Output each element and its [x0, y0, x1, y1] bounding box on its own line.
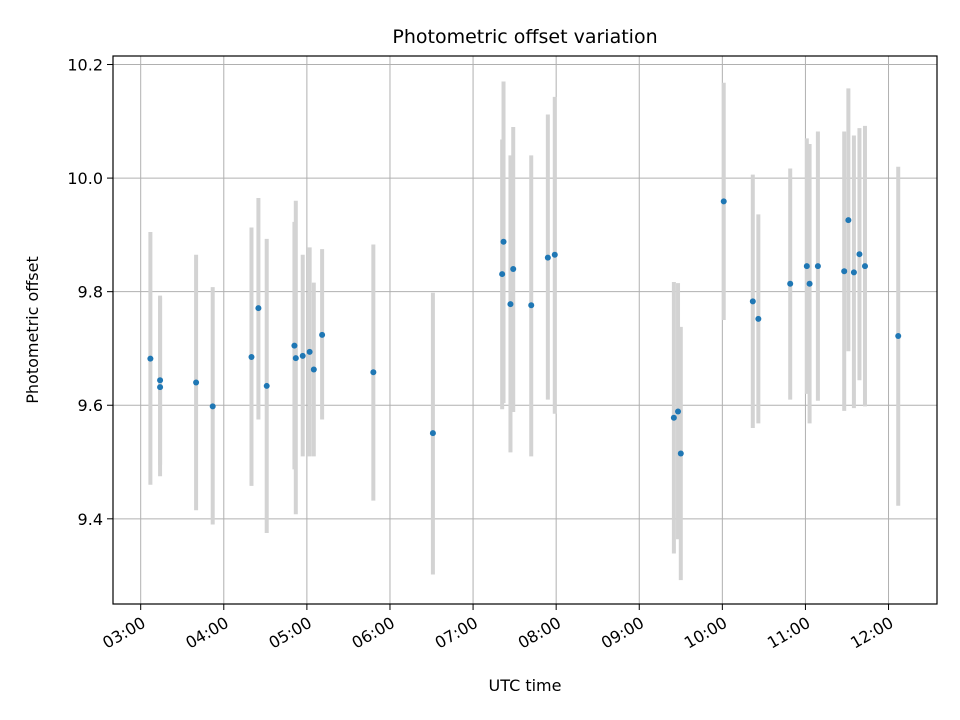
data-point [209, 403, 216, 410]
data-point [263, 382, 270, 389]
y-tick-label: 10.0 [67, 169, 103, 188]
data-points [147, 198, 902, 457]
data-point [299, 352, 306, 359]
data-point [675, 408, 682, 415]
data-point [856, 251, 863, 258]
data-point [861, 263, 868, 270]
data-point [510, 265, 517, 272]
data-point [291, 342, 298, 349]
data-point [499, 271, 506, 278]
data-point [787, 280, 794, 287]
y-axis-ticks: 9.4 9.6 9.8 10.0 10.2 [67, 56, 113, 529]
data-point [551, 251, 558, 258]
data-point [147, 355, 154, 362]
y-axis-title: Photometric offset [23, 256, 42, 404]
data-point [850, 269, 857, 276]
data-point [507, 301, 514, 308]
data-point [319, 331, 326, 338]
data-point [670, 414, 677, 421]
data-point [528, 302, 535, 309]
data-point [157, 384, 164, 391]
y-tick-label: 9.4 [78, 510, 103, 529]
data-point [895, 332, 902, 339]
y-tick-label: 9.6 [78, 396, 103, 415]
data-point [749, 298, 756, 305]
x-axis-title: UTC time [489, 676, 562, 695]
data-point [500, 238, 507, 245]
y-tick-label: 9.8 [78, 283, 103, 302]
data-point [841, 268, 848, 275]
plot-frame [112, 55, 938, 605]
data-point [157, 377, 164, 384]
data-point [544, 254, 551, 261]
data-point [803, 263, 810, 270]
data-point [255, 305, 262, 312]
chart-title: Photometric offset variation [392, 26, 657, 48]
data-point [306, 348, 313, 355]
data-point [720, 198, 727, 205]
data-point [814, 263, 821, 270]
data-point [193, 379, 200, 386]
data-point [806, 280, 813, 287]
data-point [370, 369, 377, 376]
y-tick-label: 10.2 [67, 56, 103, 75]
data-point [755, 315, 762, 322]
data-point [677, 450, 684, 457]
data-point [845, 217, 852, 224]
data-point [292, 355, 299, 362]
data-point [310, 366, 317, 373]
data-point [248, 353, 255, 360]
data-point [429, 430, 436, 437]
